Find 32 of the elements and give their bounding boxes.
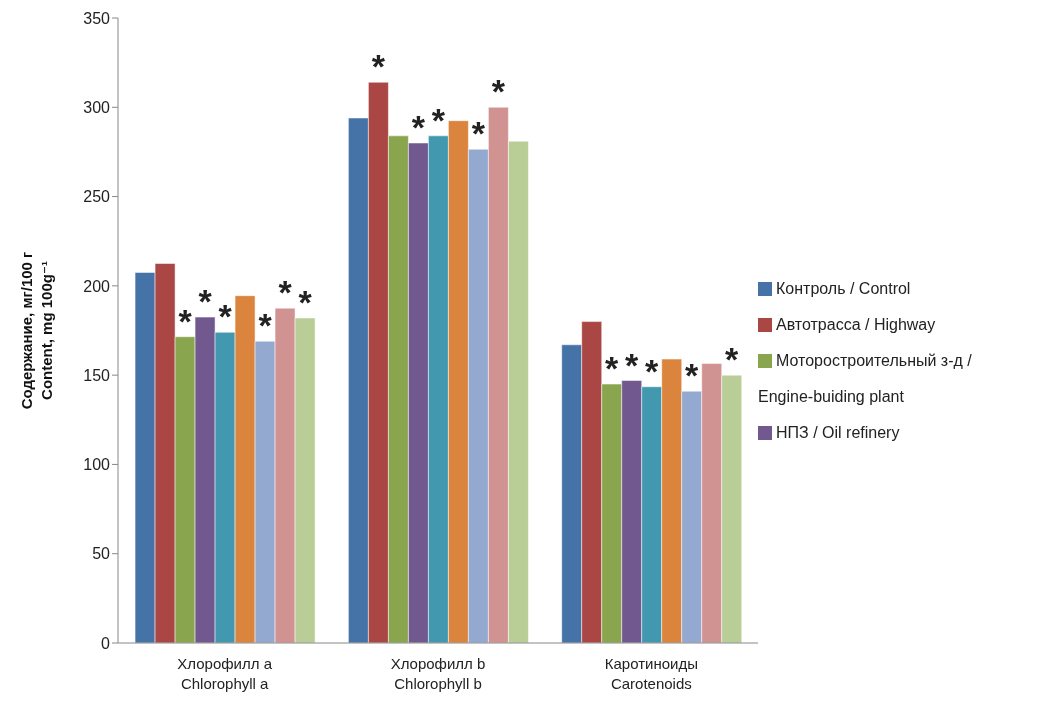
y-tick-label: 350 (83, 9, 111, 27)
y-tick-label: 0 (101, 634, 111, 652)
data-label: * (625, 345, 640, 384)
y-tick-label: 150 (83, 366, 111, 384)
data-label: * (371, 47, 386, 86)
data-label: * (725, 340, 740, 379)
data-label: * (431, 100, 446, 139)
legend-label: Контроль / Control (776, 279, 911, 297)
y-tick-label: 250 (83, 188, 111, 206)
data-label: * (685, 356, 700, 395)
y-tick-label: 300 (83, 98, 111, 116)
legend-label: Моторостроительный з-д / Engine-buiding plant (758, 351, 972, 405)
y-tick-label: 50 (92, 545, 111, 563)
data-label: * (218, 297, 233, 336)
data-label: * (198, 282, 213, 321)
data-label: * (258, 306, 273, 345)
data-label: * (298, 283, 313, 321)
x-tick-label: Хлорофилл b Chlorophyll b (390, 655, 486, 692)
x-tick-label: Хлорофилл a Chlorophyll a (177, 655, 273, 692)
x-tick-label: Каротиноиды Carotenoids (604, 655, 698, 692)
y-tick-label: 200 (83, 277, 111, 295)
data-label: * (178, 301, 193, 340)
data-label: * (645, 351, 660, 390)
data-label: * (411, 108, 426, 146)
data-label: * (491, 72, 506, 111)
legend-label: Автотрасса / Highway (776, 315, 936, 333)
data-label: * (605, 349, 620, 388)
data-label: * (471, 114, 486, 153)
y-axis-title: Содержание, мг/100 г Content, mg 100g⁻¹ (18, 251, 55, 410)
data-label: * (278, 273, 293, 312)
legend-label: НПЗ / Oil refinery (776, 423, 900, 441)
y-tick-label: 100 (83, 456, 111, 474)
